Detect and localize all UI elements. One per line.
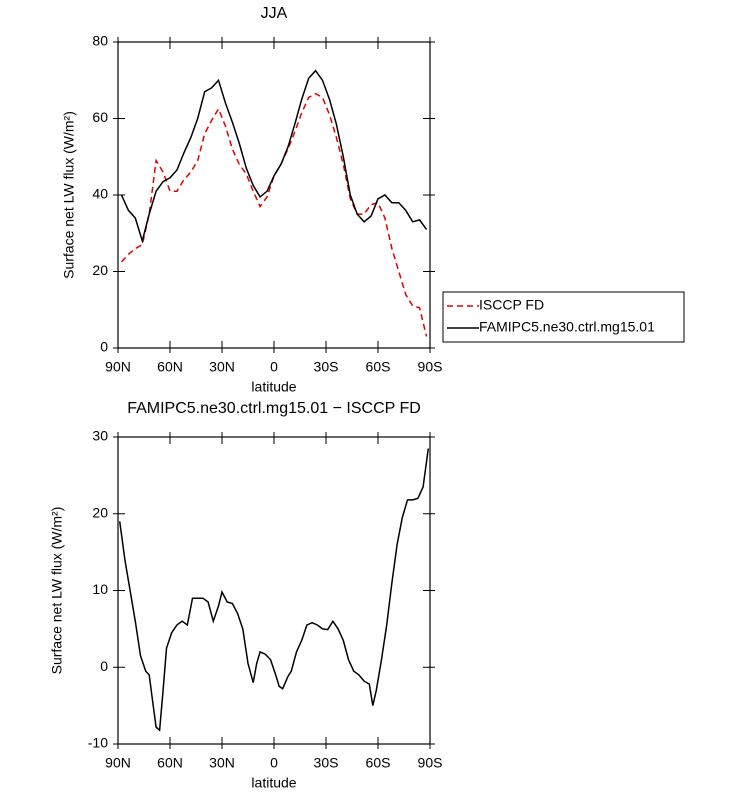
- legend-box: [442, 291, 685, 343]
- y-tick-label: 20: [92, 262, 108, 278]
- data-line: [118, 448, 430, 732]
- x-tick-label: 0: [270, 755, 278, 771]
- x-tick-label: 60N: [157, 359, 183, 375]
- plot-frame: [117, 436, 431, 745]
- y-tick-label: 30: [92, 428, 108, 444]
- y-tick-label: 20: [92, 504, 108, 520]
- y-axis-label: Surface net LW flux (W/m²): [61, 111, 77, 279]
- x-tick-label: 90N: [105, 755, 131, 771]
- y-tick-label: 0: [100, 658, 108, 674]
- chart-title: JJA: [261, 5, 288, 22]
- y-tick-label: 0: [100, 339, 108, 355]
- y-axis-label: Surface net LW flux (W/m²): [49, 507, 65, 675]
- data-line: [120, 92, 428, 337]
- legend-label: ISCCP FD: [479, 297, 544, 313]
- x-tick-label: 30N: [209, 755, 235, 771]
- data-line: [120, 69, 428, 244]
- x-axis-label: latitude: [251, 775, 296, 791]
- x-tick-label: 60S: [366, 755, 391, 771]
- x-axis-label: latitude: [251, 379, 296, 395]
- x-tick-label: 30S: [314, 755, 339, 771]
- x-tick-label: 90N: [105, 359, 131, 375]
- y-tick-label: 10: [92, 581, 108, 597]
- x-tick-label: 90S: [418, 755, 443, 771]
- plot-frame: [117, 41, 431, 349]
- y-tick-label: 60: [92, 109, 108, 125]
- chart-title: FAMIPC5.ne30.ctrl.mg15.01 − ISCCP FD: [127, 400, 421, 417]
- x-tick-label: 30S: [314, 359, 339, 375]
- x-tick-label: 60N: [157, 755, 183, 771]
- y-tick-label: -10: [88, 735, 108, 751]
- x-tick-label: 30N: [209, 359, 235, 375]
- x-tick-label: 60S: [366, 359, 391, 375]
- y-tick-label: 40: [92, 186, 108, 202]
- legend-label: FAMIPC5.ne30.ctrl.mg15.01: [479, 319, 655, 335]
- x-tick-label: 0: [270, 359, 278, 375]
- y-tick-label: 80: [92, 33, 108, 49]
- x-tick-label: 90S: [418, 359, 443, 375]
